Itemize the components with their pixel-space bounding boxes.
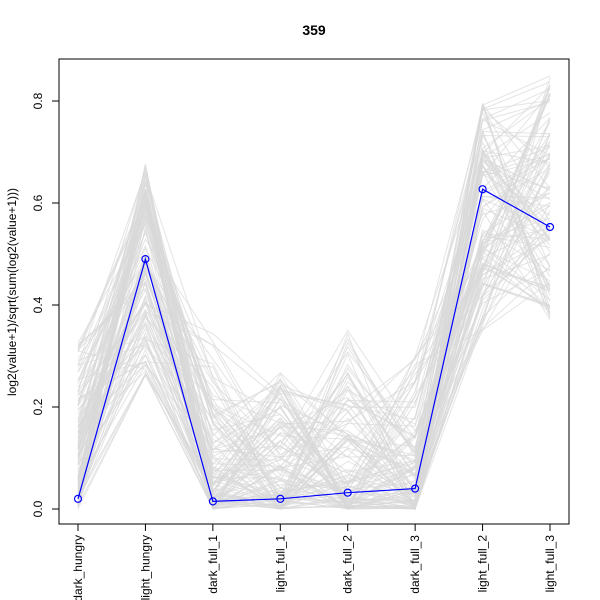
- highlight-series: [73, 185, 555, 506]
- x-tick-label: dark_full_3: [408, 535, 422, 594]
- y-axis-label: log2(value+1)/sqrt(sum(log2(value+1))): [5, 188, 19, 396]
- plot-frame: [58, 58, 570, 525]
- background-series-line: [77, 119, 551, 508]
- highlight-series-line: [77, 188, 551, 503]
- x-tick-label: dark_full_1: [206, 535, 220, 594]
- highlight-point: [478, 185, 487, 194]
- x-tick-label: dark_full_2: [341, 535, 355, 594]
- background-series-line: [77, 103, 551, 510]
- highlight-point: [141, 255, 150, 264]
- x-tick-label: light_full_1: [273, 535, 287, 593]
- background-series-line: [77, 84, 551, 510]
- background-series-line: [77, 147, 551, 509]
- background-series-line: [77, 192, 551, 510]
- y-tick-label: 0.0: [31, 500, 45, 517]
- background-series-line: [77, 117, 551, 508]
- y-axis: 0.0 0.2 0.4 0.6 0.8: [31, 92, 59, 517]
- background-series-line: [77, 205, 551, 508]
- y-tick-label: 0.4: [31, 296, 45, 313]
- background-series-line: [77, 168, 551, 509]
- background-series-line: [77, 185, 551, 510]
- background-series-line: [77, 134, 551, 482]
- background-series-line: [77, 133, 551, 510]
- highlight-point: [276, 494, 285, 503]
- y-tick-label: 0.8: [31, 92, 45, 109]
- x-tick-label: light_full_3: [543, 535, 557, 593]
- background-series-line: [77, 158, 551, 510]
- highlight-point: [411, 484, 420, 493]
- highlight-point: [73, 494, 83, 503]
- background-series-line: [77, 92, 551, 509]
- y-tick-label: 0.2: [31, 398, 45, 415]
- x-tick-label: light_full_2: [476, 535, 490, 593]
- x-tick-label: dark_hungry: [71, 535, 85, 600]
- x-axis: dark_hungry light_hungry dark_full_1 light_…: [71, 524, 557, 600]
- background-series-line: [77, 98, 551, 499]
- background-series: [77, 75, 551, 511]
- background-series-line: [77, 244, 551, 510]
- chart-title: 359: [302, 22, 326, 38]
- highlight-point: [208, 497, 217, 506]
- background-series-line: [77, 170, 551, 500]
- background-series-line: [77, 81, 551, 503]
- background-series-line: [77, 151, 551, 509]
- background-series-line: [77, 198, 551, 505]
- highlight-point: [343, 488, 352, 497]
- highlight-point: [545, 222, 555, 232]
- x-tick-label: light_hungry: [138, 535, 152, 600]
- background-series-line: [77, 228, 551, 510]
- y-tick-label: 0.6: [31, 194, 45, 211]
